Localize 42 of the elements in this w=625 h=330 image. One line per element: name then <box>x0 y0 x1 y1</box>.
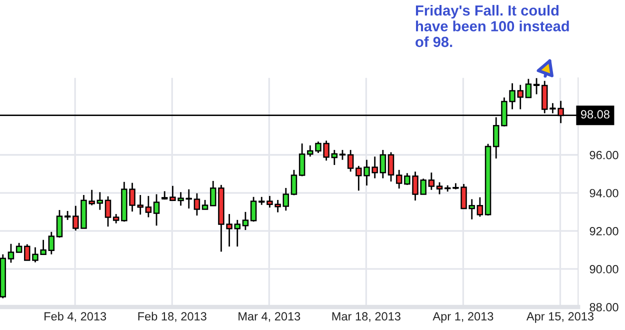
candlestick <box>250 196 257 222</box>
candlestick <box>476 196 484 218</box>
annotation: Friday's Fall. It could have been 100 instead of 98. <box>416 4 569 48</box>
candlestick <box>202 199 208 210</box>
ref-line-label: 98.08 <box>580 110 610 119</box>
y-tick-label: 88.00 <box>590 303 618 312</box>
x-tick-label: Apr 1, 2013 <box>432 312 494 323</box>
candlestick <box>153 194 160 226</box>
candlestick <box>428 172 435 191</box>
y-tick-label: 90.00 <box>590 265 618 274</box>
candlestick <box>96 191 104 211</box>
x-tick-label: Mar 18, 2013 <box>332 312 400 322</box>
y-tick-label: 96.00 <box>590 150 618 160</box>
x-tick-label: Feb 18, 2013 <box>138 312 206 322</box>
candlestick <box>525 78 532 98</box>
candlestick <box>234 219 240 248</box>
y-tick-label: 94.00 <box>590 188 618 198</box>
candlestick <box>104 196 112 228</box>
candlestick <box>16 242 22 253</box>
x-tick-label: Mar 4, 2013 <box>238 312 300 322</box>
candlestick <box>282 187 290 212</box>
x-tick-label: Apr 15, 2013 <box>526 312 594 323</box>
candlestick <box>145 195 152 218</box>
candlestick <box>194 192 200 216</box>
candlestick <box>436 182 443 195</box>
candlestick <box>388 152 394 182</box>
candlestick <box>242 211 249 231</box>
candlestick <box>290 169 298 196</box>
candlestick <box>347 149 354 172</box>
candlestick <box>331 149 338 166</box>
candlestick <box>298 142 306 177</box>
y-tick-label: 92.00 <box>590 226 618 236</box>
candlestick <box>517 84 524 110</box>
candlestick <box>396 169 402 190</box>
candlestick <box>48 231 55 256</box>
x-tick-label: Feb 4, 2013 <box>44 312 106 322</box>
candlestick <box>8 243 14 264</box>
candlestick <box>338 149 346 161</box>
candlestick <box>210 180 216 206</box>
candlestick <box>112 213 120 224</box>
candlestick <box>56 209 63 238</box>
candlestick <box>380 149 386 179</box>
